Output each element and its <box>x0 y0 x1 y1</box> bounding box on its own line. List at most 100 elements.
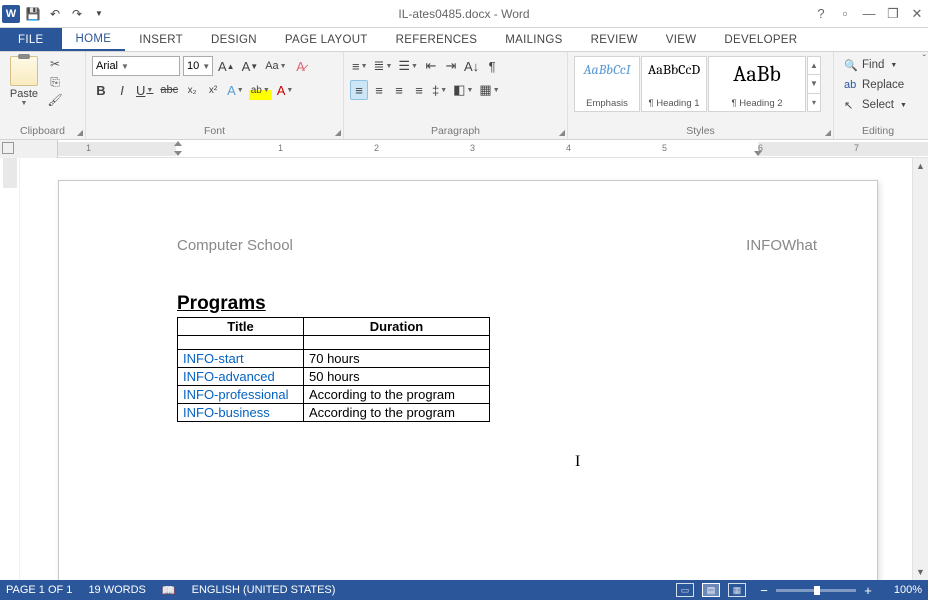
clear-formatting-button[interactable]: A̷ <box>292 56 310 76</box>
multilevel-button[interactable]: ☰▼ <box>396 56 420 76</box>
view-web-icon[interactable]: ▦ <box>728 583 746 597</box>
collapse-ribbon-icon[interactable]: ˇ <box>923 54 926 65</box>
sort-button[interactable]: A↓ <box>462 56 481 76</box>
status-language[interactable]: ENGLISH (UNITED STATES) <box>192 584 336 596</box>
tab-design[interactable]: DESIGN <box>197 28 271 51</box>
styles-more-icon[interactable]: ▾ <box>808 94 820 111</box>
paste-button[interactable]: Paste ▼ <box>6 56 42 108</box>
borders-button[interactable]: ▦▼ <box>477 80 501 100</box>
scroll-down-icon[interactable]: ▼ <box>913 564 928 580</box>
tab-insert[interactable]: INSERT <box>125 28 197 51</box>
style-emphasis[interactable]: AaBbCcI Emphasis <box>574 56 640 112</box>
style-heading1[interactable]: AaBbCcD ¶ Heading 1 <box>641 56 707 112</box>
style-heading2[interactable]: AaBb ¶ Heading 2 <box>708 56 806 112</box>
tab-view[interactable]: VIEW <box>652 28 711 51</box>
status-words[interactable]: 19 WORDS <box>88 584 145 596</box>
select-button[interactable]: ↖Select▼ <box>840 96 916 114</box>
zoom-slider[interactable] <box>776 589 856 592</box>
ruler-tick: 2 <box>374 143 379 153</box>
qat-customize-icon[interactable]: ▼ <box>90 5 108 23</box>
replace-button[interactable]: abReplace <box>840 76 916 94</box>
paragraph-launcher-icon[interactable]: ◢ <box>559 128 565 137</box>
underline-button[interactable]: U▼ <box>134 80 155 100</box>
view-print-icon[interactable]: ▤ <box>702 583 720 597</box>
view-read-icon[interactable]: ▭ <box>676 583 694 597</box>
group-label-styles: Styles <box>574 125 827 138</box>
font-size-combo[interactable]: 10▼ <box>183 56 213 76</box>
zoom-value[interactable]: 100% <box>880 584 922 596</box>
zoom-out-button[interactable]: − <box>758 583 770 598</box>
minimize-icon[interactable]: ― <box>862 7 876 21</box>
italic-button[interactable]: I <box>113 80 131 100</box>
styles-launcher-icon[interactable]: ◢ <box>825 128 831 137</box>
line-spacing-button[interactable]: ‡▼ <box>430 80 449 100</box>
status-page[interactable]: PAGE 1 OF 1 <box>6 584 72 596</box>
ruler-scale[interactable]: 1 1 2 3 4 5 6 7 <box>58 140 928 158</box>
font-color-button[interactable]: A▼ <box>275 80 296 100</box>
ruler-tick: 1 <box>86 143 91 153</box>
tab-selector-icon[interactable] <box>2 142 14 154</box>
bullets-button[interactable]: ≡▼ <box>350 56 370 76</box>
find-button[interactable]: 🔍Find▼ <box>840 56 916 74</box>
close-icon[interactable]: ✕ <box>910 7 924 21</box>
style-name: ¶ Heading 2 <box>711 98 803 109</box>
tab-review[interactable]: REVIEW <box>577 28 652 51</box>
bold-button[interactable]: B <box>92 80 110 100</box>
tab-home[interactable]: HOME <box>62 28 126 51</box>
ruler-horizontal: 1 1 2 3 4 5 6 7 <box>0 140 928 158</box>
zoom-thumb[interactable] <box>814 586 820 595</box>
strikethrough-button[interactable]: abc <box>158 80 180 100</box>
change-case-button[interactable]: Aa▼ <box>263 56 288 76</box>
tab-developer[interactable]: DEVELOPER <box>710 28 811 51</box>
font-launcher-icon[interactable]: ◢ <box>335 128 341 137</box>
ruler-tick: 3 <box>470 143 475 153</box>
tab-references[interactable]: REFERENCES <box>382 28 492 51</box>
styles-down-icon[interactable]: ▼ <box>808 75 820 93</box>
align-center-button[interactable]: ≡ <box>370 80 388 100</box>
ruler-vertical[interactable] <box>0 158 20 580</box>
decrease-indent-button[interactable]: ⇤ <box>422 56 440 76</box>
text-effects-button[interactable]: A▼ <box>225 80 246 100</box>
page-viewport[interactable]: Computer School INFOWhat Programs Title … <box>20 158 912 580</box>
redo-icon[interactable]: ↷ <box>68 5 86 23</box>
zoom-in-button[interactable]: + <box>862 583 874 598</box>
paste-icon <box>10 56 38 86</box>
highlight-button[interactable]: ab▼ <box>249 80 272 100</box>
styles-up-icon[interactable]: ▲ <box>808 57 820 75</box>
show-marks-button[interactable]: ¶ <box>483 56 501 76</box>
font-name-combo[interactable]: Arial▼ <box>92 56 180 76</box>
cut-icon[interactable]: ✂ <box>46 56 64 72</box>
hanging-indent-icon[interactable] <box>174 151 182 156</box>
document-content[interactable]: Programs Title Duration INFO-start 70 ho… <box>177 293 490 422</box>
grow-font-button[interactable]: A▲ <box>216 56 237 76</box>
align-right-button[interactable]: ≡ <box>390 80 408 100</box>
table-row: INFO-professional According to the progr… <box>178 386 490 404</box>
undo-icon[interactable]: ↶ <box>46 5 64 23</box>
first-line-indent-icon[interactable] <box>174 141 182 146</box>
align-left-button[interactable]: ≡ <box>350 80 368 100</box>
right-indent-icon[interactable] <box>754 151 762 156</box>
tab-mailings[interactable]: MAILINGS <box>491 28 576 51</box>
scroll-up-icon[interactable]: ▲ <box>913 158 928 174</box>
style-name: ¶ Heading 1 <box>644 98 704 109</box>
style-preview: AaBbCcD <box>644 61 704 78</box>
superscript-button[interactable]: x² <box>204 80 222 100</box>
numbering-button[interactable]: ≣▼ <box>372 56 395 76</box>
shrink-font-button[interactable]: A▼ <box>240 56 261 76</box>
vertical-scrollbar[interactable]: ▲ ▼ <box>912 158 928 580</box>
tab-file[interactable]: FILE <box>0 28 62 51</box>
format-painter-icon[interactable]: 🖌 <box>46 92 64 108</box>
restore-icon[interactable]: ❐ <box>886 7 900 21</box>
status-proofing-icon[interactable]: 📖 <box>162 584 176 597</box>
increase-indent-button[interactable]: ⇥ <box>442 56 460 76</box>
tab-page-layout[interactable]: PAGE LAYOUT <box>271 28 382 51</box>
subscript-button[interactable]: x₂ <box>183 80 201 100</box>
save-icon[interactable]: 💾 <box>24 5 42 23</box>
table-row: INFO-advanced 50 hours <box>178 368 490 386</box>
justify-button[interactable]: ≡ <box>410 80 428 100</box>
ribbon-options-icon[interactable]: ▫ <box>838 7 852 21</box>
clipboard-launcher-icon[interactable]: ◢ <box>77 128 83 137</box>
copy-icon[interactable]: ⎘ <box>46 74 64 90</box>
help-icon[interactable]: ? <box>814 7 828 21</box>
shading-button[interactable]: ◧▼ <box>451 80 475 100</box>
